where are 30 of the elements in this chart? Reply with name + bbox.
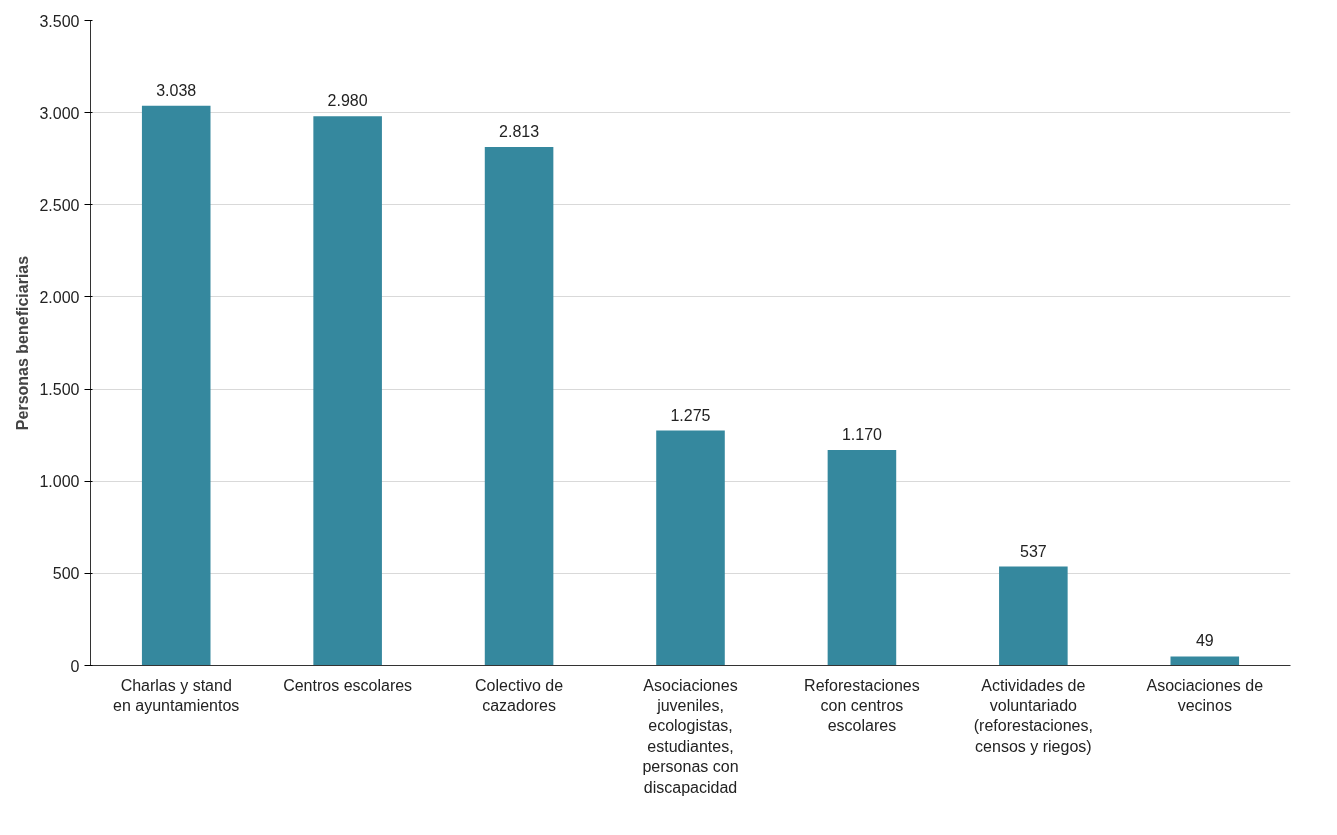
y-tick-label: 3.500 bbox=[39, 12, 80, 30]
y-tick-label: 3.000 bbox=[39, 104, 80, 122]
bar bbox=[827, 449, 897, 666]
data-label: 2.813 bbox=[499, 123, 540, 141]
data-label: 1.170 bbox=[841, 425, 883, 443]
x-tick-label: Charlas y stand en ayuntamientos bbox=[113, 676, 240, 714]
bar bbox=[656, 430, 725, 666]
x-tick-label: Reforestaciones con centros escolares bbox=[804, 676, 920, 735]
x-tick-label: Actividades de voluntariado (reforestaciones, censos y riegos) bbox=[973, 676, 1093, 755]
x-tick-label: Asociaciones de vecinos bbox=[1146, 676, 1264, 714]
y-tick-label: 2.500 bbox=[39, 196, 80, 214]
x-tick-label: Colectivo de cazadores bbox=[475, 676, 564, 714]
bar bbox=[999, 566, 1068, 666]
data-label: 537 bbox=[1020, 542, 1047, 560]
y-axis-title: Personas beneficiarias bbox=[14, 255, 32, 431]
bar bbox=[484, 147, 554, 666]
y-tick-label: 1.000 bbox=[39, 473, 80, 491]
data-label: 3.038 bbox=[156, 81, 197, 99]
y-tick-label: 2.000 bbox=[39, 288, 80, 306]
bar bbox=[1170, 656, 1240, 666]
y-tick-label: 1.500 bbox=[39, 381, 80, 399]
data-label: 49 bbox=[1195, 632, 1214, 650]
y-tick-label: 500 bbox=[52, 565, 80, 583]
data-label: 2.980 bbox=[327, 92, 368, 110]
x-tick-label: Centros escolares bbox=[283, 676, 413, 694]
y-tick-label: 0 bbox=[70, 657, 80, 675]
bar bbox=[313, 116, 382, 666]
x-tick-label: Asociaciones juveniles, ecologistas, estudiantes, personas con discapacidad bbox=[642, 676, 739, 796]
bar bbox=[141, 105, 211, 666]
data-label: 1.275 bbox=[670, 406, 711, 424]
